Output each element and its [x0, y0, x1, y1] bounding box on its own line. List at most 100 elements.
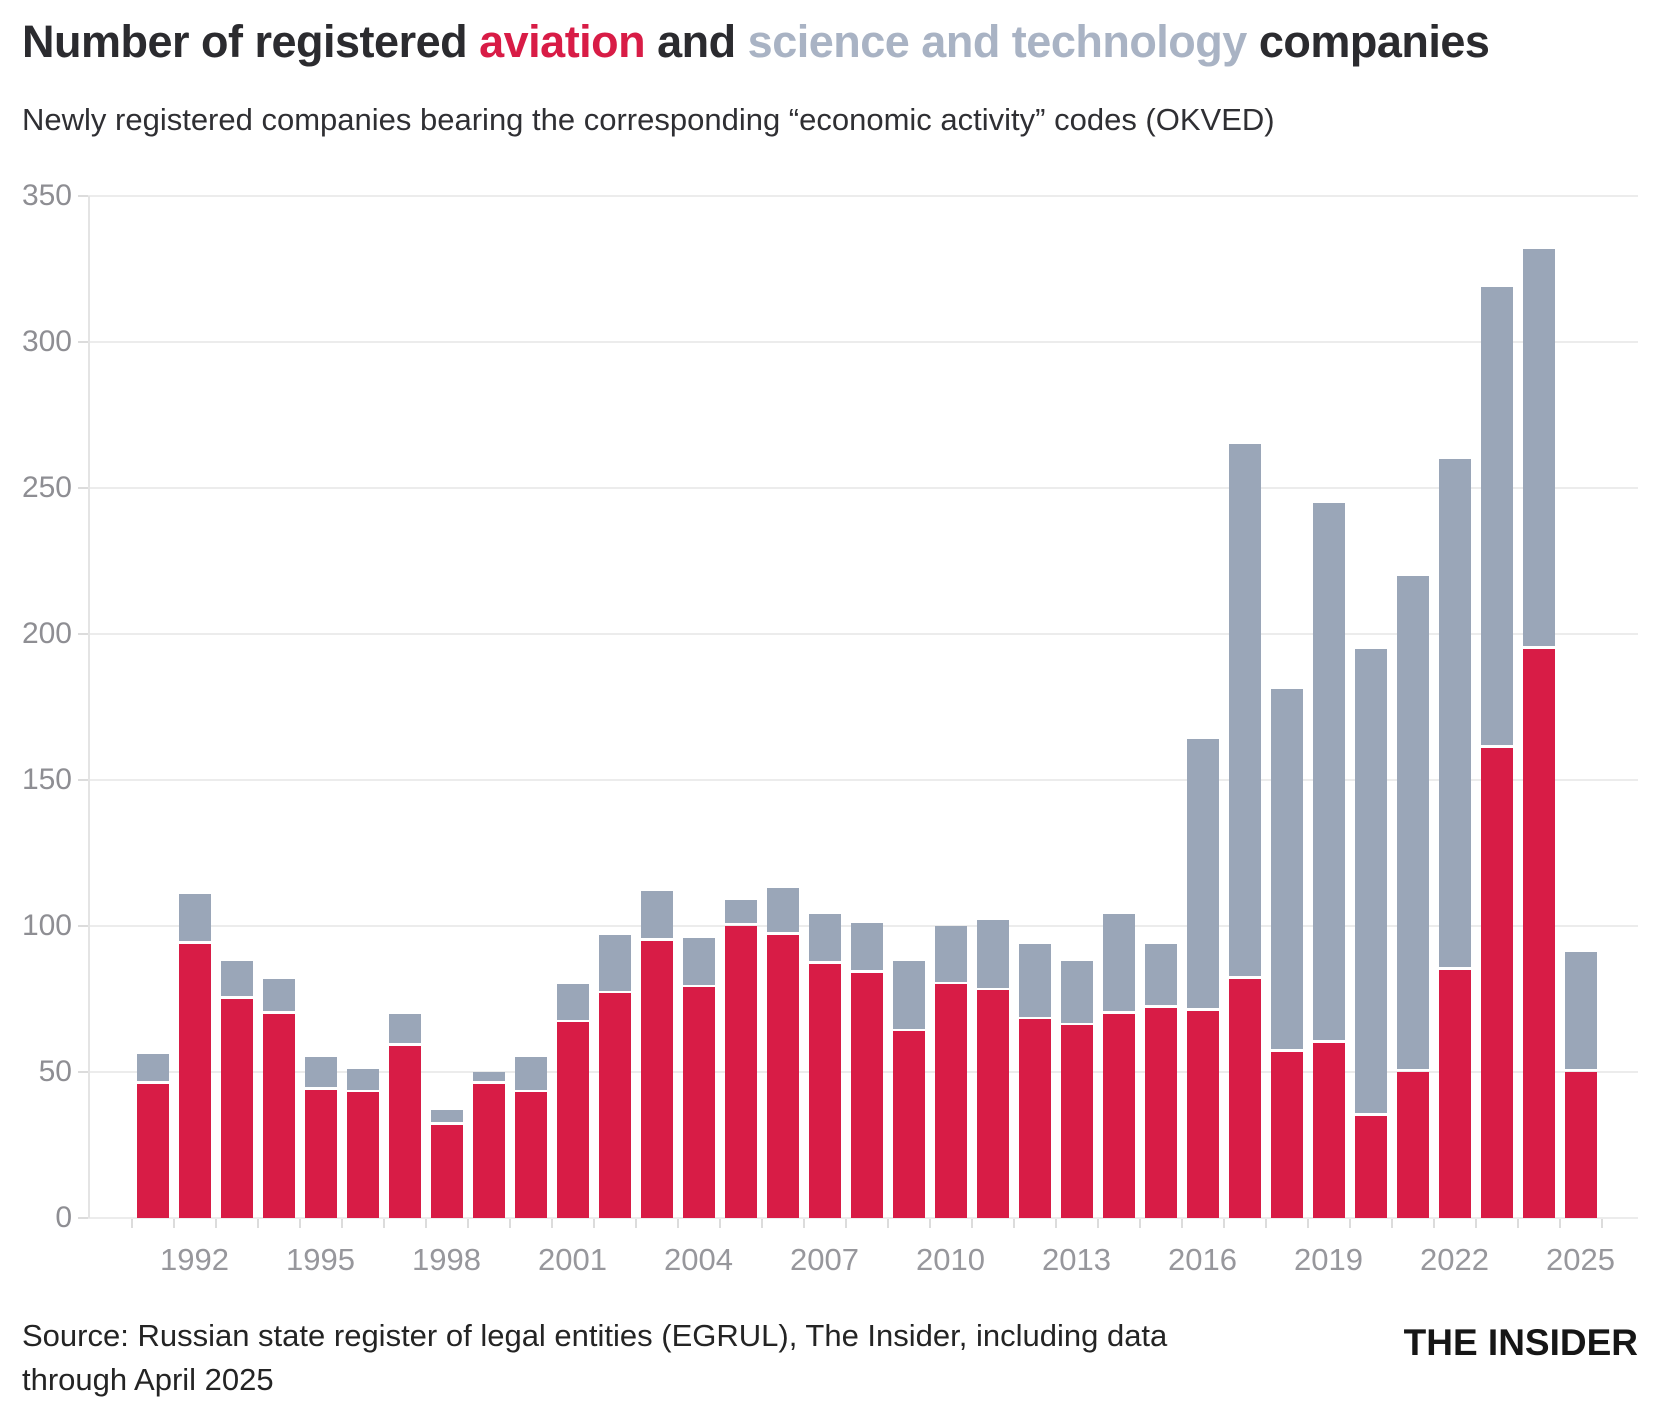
bar-scitech-2008: [850, 923, 883, 971]
x-tick-23: [1096, 1219, 1099, 1228]
bar-scitech-2025: [1564, 952, 1597, 1070]
x-tick-24: [1138, 1219, 1141, 1228]
x-tick-8: [466, 1219, 469, 1228]
x-tick-12: [634, 1219, 637, 1228]
bar-aviation-2021: [1396, 1072, 1429, 1218]
y-axis-label-0: 0: [55, 1201, 72, 1234]
x-axis-label-2010: 2010: [916, 1242, 985, 1277]
x-tick-26: [1222, 1219, 1225, 1228]
insider-logo: THE INSIDER: [1403, 1322, 1638, 1363]
x-tick-30: [1390, 1219, 1393, 1228]
y-axis-label-250: 250: [21, 471, 72, 504]
bar-aviation-2004: [682, 987, 715, 1218]
bar-aviation-2022: [1438, 969, 1471, 1218]
x-tick-16: [802, 1219, 805, 1228]
y-tick-250: [78, 487, 88, 489]
gridline-300: [88, 341, 1638, 343]
y-axis-label-350: 350: [21, 179, 72, 212]
bar-scitech-1992: [178, 893, 211, 941]
x-tick-3: [256, 1219, 259, 1228]
bar-scitech-2002: [598, 934, 631, 991]
title-text-and: and: [645, 16, 748, 67]
bar-scitech-1999: [472, 1072, 505, 1082]
bar-scitech-2015: [1144, 943, 1177, 1006]
x-tick-21: [1012, 1219, 1015, 1228]
x-tick-27: [1264, 1219, 1267, 1228]
x-tick-35: [1600, 1219, 1603, 1228]
bar-scitech-2009: [892, 961, 925, 1029]
bar-scitech-2017: [1228, 444, 1261, 977]
x-tick-29: [1348, 1219, 1351, 1228]
bar-scitech-2006: [766, 888, 799, 933]
bar-aviation-1995: [304, 1089, 337, 1218]
x-tick-11: [592, 1219, 595, 1228]
x-tick-14: [718, 1219, 721, 1228]
bar-scitech-1996: [346, 1069, 379, 1090]
bar-scitech-2014: [1102, 914, 1135, 1012]
gridline-350: [88, 195, 1638, 197]
bar-aviation-2014: [1102, 1013, 1135, 1218]
bar-aviation-2023: [1480, 747, 1513, 1218]
bar-scitech-1991: [136, 1054, 169, 1082]
x-axis-label-2001: 2001: [538, 1242, 607, 1277]
bar-scitech-2012: [1018, 943, 1051, 1017]
bar-aviation-2019: [1312, 1042, 1345, 1218]
bar-scitech-1998: [430, 1109, 463, 1123]
x-tick-31: [1432, 1219, 1435, 1228]
bar-scitech-2024: [1522, 248, 1555, 647]
x-axis-label-2019: 2019: [1294, 1242, 1363, 1277]
bar-aviation-1997: [388, 1045, 421, 1218]
x-tick-34: [1558, 1219, 1561, 1228]
bar-scitech-1993: [220, 961, 253, 997]
bar-scitech-2021: [1396, 575, 1429, 1070]
x-axis-label-2025: 2025: [1546, 1242, 1615, 1277]
bar-aviation-1996: [346, 1092, 379, 1218]
x-tick-33: [1516, 1219, 1519, 1228]
gridline-200: [88, 633, 1638, 635]
bar-scitech-2020: [1354, 648, 1387, 1114]
bar-aviation-2016: [1186, 1010, 1219, 1218]
x-tick-20: [970, 1219, 973, 1228]
bar-aviation-2011: [976, 990, 1009, 1218]
x-tick-0: [130, 1219, 133, 1228]
bar-scitech-2019: [1312, 502, 1345, 1041]
title-text-prefix: Number of registered: [22, 16, 480, 67]
bar-aviation-2009: [892, 1031, 925, 1218]
x-tick-6: [382, 1219, 385, 1228]
bar-scitech-2023: [1480, 286, 1513, 746]
bar-scitech-2003: [640, 890, 673, 939]
x-tick-1: [172, 1219, 175, 1228]
bar-scitech-2011: [976, 920, 1009, 988]
y-axis-label-100: 100: [21, 909, 72, 942]
bar-aviation-1999: [472, 1083, 505, 1218]
bar-aviation-2015: [1144, 1007, 1177, 1218]
bar-aviation-2012: [1018, 1019, 1051, 1218]
bar-aviation-1993: [220, 999, 253, 1218]
y-axis-label-150: 150: [21, 763, 72, 796]
x-tick-17: [844, 1219, 847, 1228]
title-text-suffix: companies: [1246, 16, 1490, 67]
y-tick-0: [78, 1217, 88, 1219]
x-axis-label-2007: 2007: [790, 1242, 859, 1277]
source-line-2: through April 2025: [22, 1362, 274, 1398]
x-tick-9: [508, 1219, 511, 1228]
bar-aviation-2005: [724, 926, 757, 1218]
bar-aviation-1998: [430, 1124, 463, 1218]
bar-aviation-2002: [598, 993, 631, 1218]
bar-scitech-2000: [514, 1057, 547, 1090]
bar-scitech-2010: [934, 926, 967, 982]
x-axis-label-1995: 1995: [286, 1242, 355, 1277]
bar-aviation-2025: [1564, 1072, 1597, 1218]
bar-aviation-2020: [1354, 1115, 1387, 1218]
bar-scitech-2007: [808, 914, 841, 962]
y-axis-label-50: 50: [38, 1055, 72, 1088]
x-tick-2: [214, 1219, 217, 1228]
x-axis-label-2022: 2022: [1420, 1242, 1489, 1277]
x-tick-32: [1474, 1219, 1477, 1228]
bar-aviation-2010: [934, 984, 967, 1218]
x-tick-7: [424, 1219, 427, 1228]
x-axis-label-1998: 1998: [412, 1242, 481, 1277]
bar-scitech-2016: [1186, 739, 1219, 1009]
